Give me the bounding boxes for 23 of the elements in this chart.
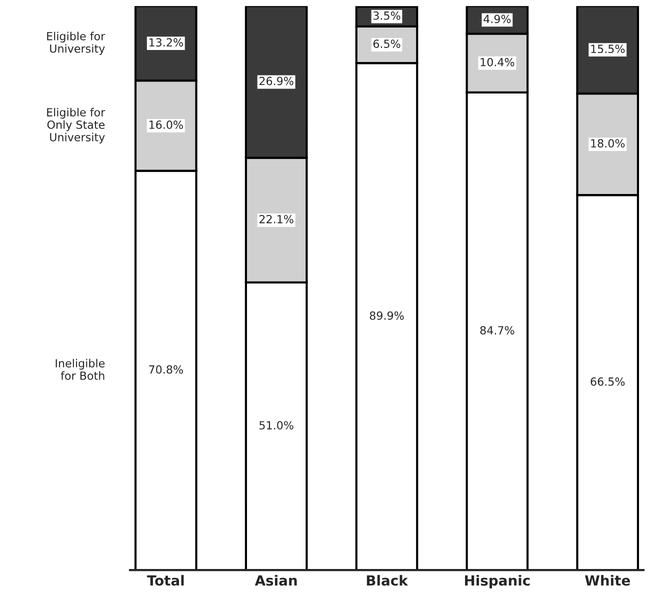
data-label: 10.4% (480, 58, 514, 66)
x-tick-label: Hispanic (465, 574, 530, 588)
data-label: 13.2% (149, 38, 183, 47)
text: Eligible for University (47, 32, 106, 55)
text: Eligible for Only State University (47, 108, 106, 144)
x-tick-label: Asian (254, 574, 297, 586)
x-tick-label: Total (146, 574, 184, 586)
data-label: 84.7% (480, 326, 514, 334)
data-label: 18.0% (591, 139, 625, 148)
data-label: 16.0% (149, 120, 183, 129)
data-label: 89.9% (370, 311, 404, 320)
data-label: 4.9% (484, 14, 511, 24)
data-label: 6.5% (373, 40, 400, 48)
x-tick-label: Black (366, 574, 408, 586)
data-label: 70.8% (149, 365, 183, 374)
data-label: 3.5% (373, 11, 400, 20)
x-tick-label: White (585, 574, 630, 586)
data-label: 15.5% (591, 44, 625, 54)
text: Ineligible for Both (56, 358, 105, 380)
data-label: 51.0% (260, 421, 294, 430)
data-label: 66.5% (590, 377, 625, 386)
data-label: 22.1% (259, 214, 294, 224)
data-label: 26.9% (259, 76, 294, 86)
